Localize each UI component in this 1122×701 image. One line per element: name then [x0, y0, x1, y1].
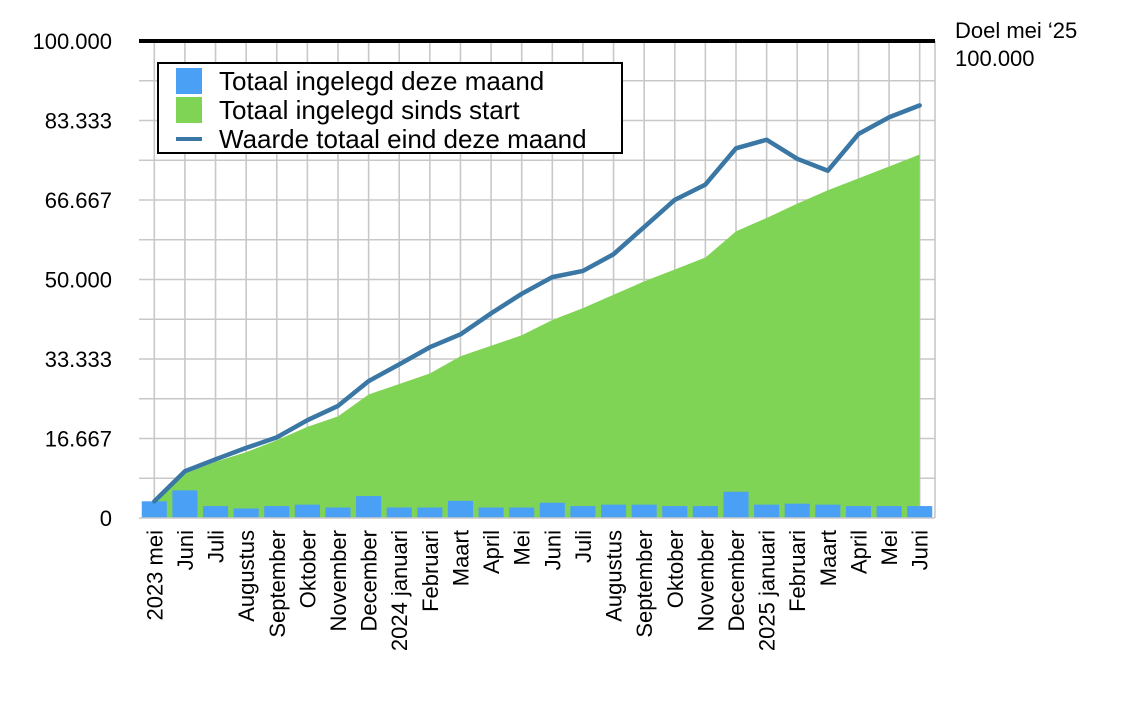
- x-tick-label: Augustus: [602, 530, 627, 622]
- bar-monthly-deposit: [478, 507, 504, 518]
- legend-label-cumulative: Totaal ingelegd sinds start: [219, 94, 520, 125]
- x-tick-label: April: [479, 530, 504, 574]
- legend-swatch-value: [176, 137, 202, 141]
- bar-monthly-deposit: [356, 496, 382, 518]
- y-tick-label: 0: [100, 506, 112, 531]
- y-tick-label: 66.667: [45, 188, 112, 213]
- legend-label-monthly: Totaal ingelegd deze maand: [219, 65, 545, 96]
- y-tick-label: 50.000: [45, 268, 112, 293]
- bar-monthly-deposit: [600, 504, 627, 518]
- area-series: [154, 154, 920, 518]
- bar-monthly-deposit: [845, 506, 872, 518]
- x-tick-label: Juni: [908, 530, 933, 570]
- x-tick-label: December: [357, 530, 382, 631]
- x-tick-label: September: [265, 530, 290, 638]
- x-tick-label: Februari: [785, 530, 810, 612]
- y-tick-label: 100.000: [32, 29, 112, 54]
- bar-monthly-deposit: [539, 502, 565, 518]
- x-tick-label: November: [326, 530, 351, 631]
- bar-monthly-deposit: [141, 501, 167, 518]
- x-tick-label: Augustus: [234, 530, 259, 622]
- axes: [139, 39, 935, 519]
- bar-monthly-deposit: [570, 506, 596, 518]
- x-tick-label: Juli: [204, 530, 229, 563]
- bar-monthly-deposit: [447, 500, 474, 518]
- bar-monthly-deposit: [264, 506, 290, 518]
- bar-monthly-deposit: [907, 506, 933, 518]
- x-tick-labels: 2023 mei Juni Juli Augustus September Oktober…: [142, 530, 932, 651]
- legend: Totaal ingelegd deze maand Totaal ingele…: [157, 62, 623, 154]
- bar-monthly-deposit: [754, 504, 780, 518]
- x-tick-label: November: [693, 530, 718, 631]
- x-tick-label: December: [724, 530, 749, 631]
- x-tick-label: Mei: [510, 530, 535, 565]
- x-tick-label: Juli: [571, 530, 596, 563]
- x-tick-label: 2024 januari: [387, 530, 412, 651]
- bar-monthly-deposit: [723, 491, 749, 518]
- x-tick-label: Februari: [418, 530, 443, 612]
- legend-swatch-monthly: [176, 68, 202, 94]
- area-total-invested: [154, 154, 920, 518]
- x-tick-label: Oktober: [663, 530, 688, 608]
- bar-monthly-deposit: [294, 504, 320, 518]
- x-tick-label: September: [632, 530, 657, 638]
- goal-label: Doel mei ‘25: [955, 18, 1078, 43]
- legend-item-monthly: Totaal ingelegd deze maand: [159, 66, 621, 96]
- y-tick-label: 16.667: [45, 426, 112, 451]
- line-portfolio-value: [152, 103, 922, 504]
- bar-monthly-deposit: [233, 508, 259, 518]
- bar-monthly-deposit: [815, 504, 841, 518]
- x-tick-label: Oktober: [295, 530, 320, 608]
- x-tick-label: April: [846, 530, 871, 574]
- bar-monthly-deposit: [784, 503, 810, 518]
- legend-swatch-cumulative: [176, 97, 202, 123]
- bar-monthly-deposit: [631, 504, 657, 518]
- x-tick-label: Juni: [540, 530, 565, 570]
- line-series: [152, 103, 922, 504]
- y-tick-labels: 0 16.667 33.333 50.000 66.667 83.333 100.000: [32, 29, 112, 531]
- x-tick-label: 2023 mei: [142, 530, 167, 621]
- legend-item-cumulative: Totaal ingelegd sinds start: [159, 95, 621, 125]
- goal-value: 100.000: [955, 46, 1035, 71]
- bar-monthly-deposit: [386, 507, 412, 518]
- bar-monthly-deposit: [202, 506, 229, 518]
- x-tick-label: 2025 januari: [755, 530, 780, 651]
- bar-monthly-deposit: [417, 507, 443, 518]
- y-tick-label: 83.333: [45, 109, 112, 134]
- bar-series: [141, 490, 933, 518]
- bar-monthly-deposit: [325, 507, 351, 518]
- bar-monthly-deposit: [662, 506, 688, 518]
- legend-label-value: Waarde totaal eind deze maand: [219, 123, 587, 154]
- bar-monthly-deposit: [509, 507, 535, 518]
- bar-monthly-deposit: [692, 506, 718, 518]
- x-tick-label: Juni: [173, 530, 198, 570]
- y-tick-label: 33.333: [45, 347, 112, 372]
- x-tick-label: Maart: [448, 530, 473, 586]
- x-tick-label: Maart: [816, 530, 841, 586]
- x-tick-label: Mei: [877, 530, 902, 565]
- bar-monthly-deposit: [172, 490, 198, 518]
- bar-monthly-deposit: [876, 506, 902, 518]
- legend-item-value: Waarde totaal eind deze maand: [159, 124, 621, 154]
